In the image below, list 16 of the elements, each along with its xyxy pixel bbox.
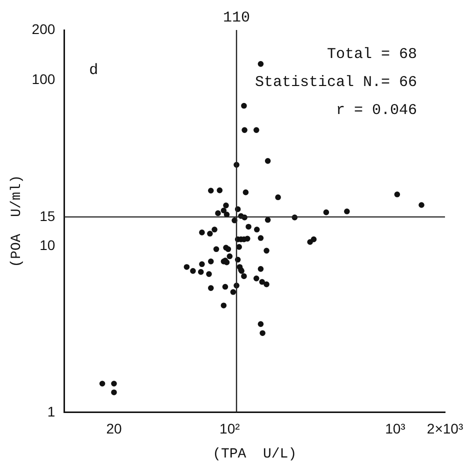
x-tick-label: 20 [106,420,122,437]
y-tick-label: 1 [47,403,56,420]
x-axis-title: (TPA U/L) [212,446,297,462]
y-tick-label: 15 [40,208,56,224]
annotation: Statistical N.= 66 [254,74,417,91]
annotation: d [89,62,98,79]
ref-line-label: 110 [223,9,250,26]
x-tick-label: 10³ [385,420,406,437]
y-tick-label: 10 [40,237,56,254]
annotation: r = 0.046 [336,102,417,119]
y-tick-label: 100 [32,70,56,87]
annotation: Total = 68 [326,46,417,63]
x-tick-label: 2×10³ [426,420,464,437]
y-axis-title: (POA U/ml) [9,174,26,268]
y-tick-label: 200 [32,20,56,37]
x-tick-label: 10² [220,420,240,437]
